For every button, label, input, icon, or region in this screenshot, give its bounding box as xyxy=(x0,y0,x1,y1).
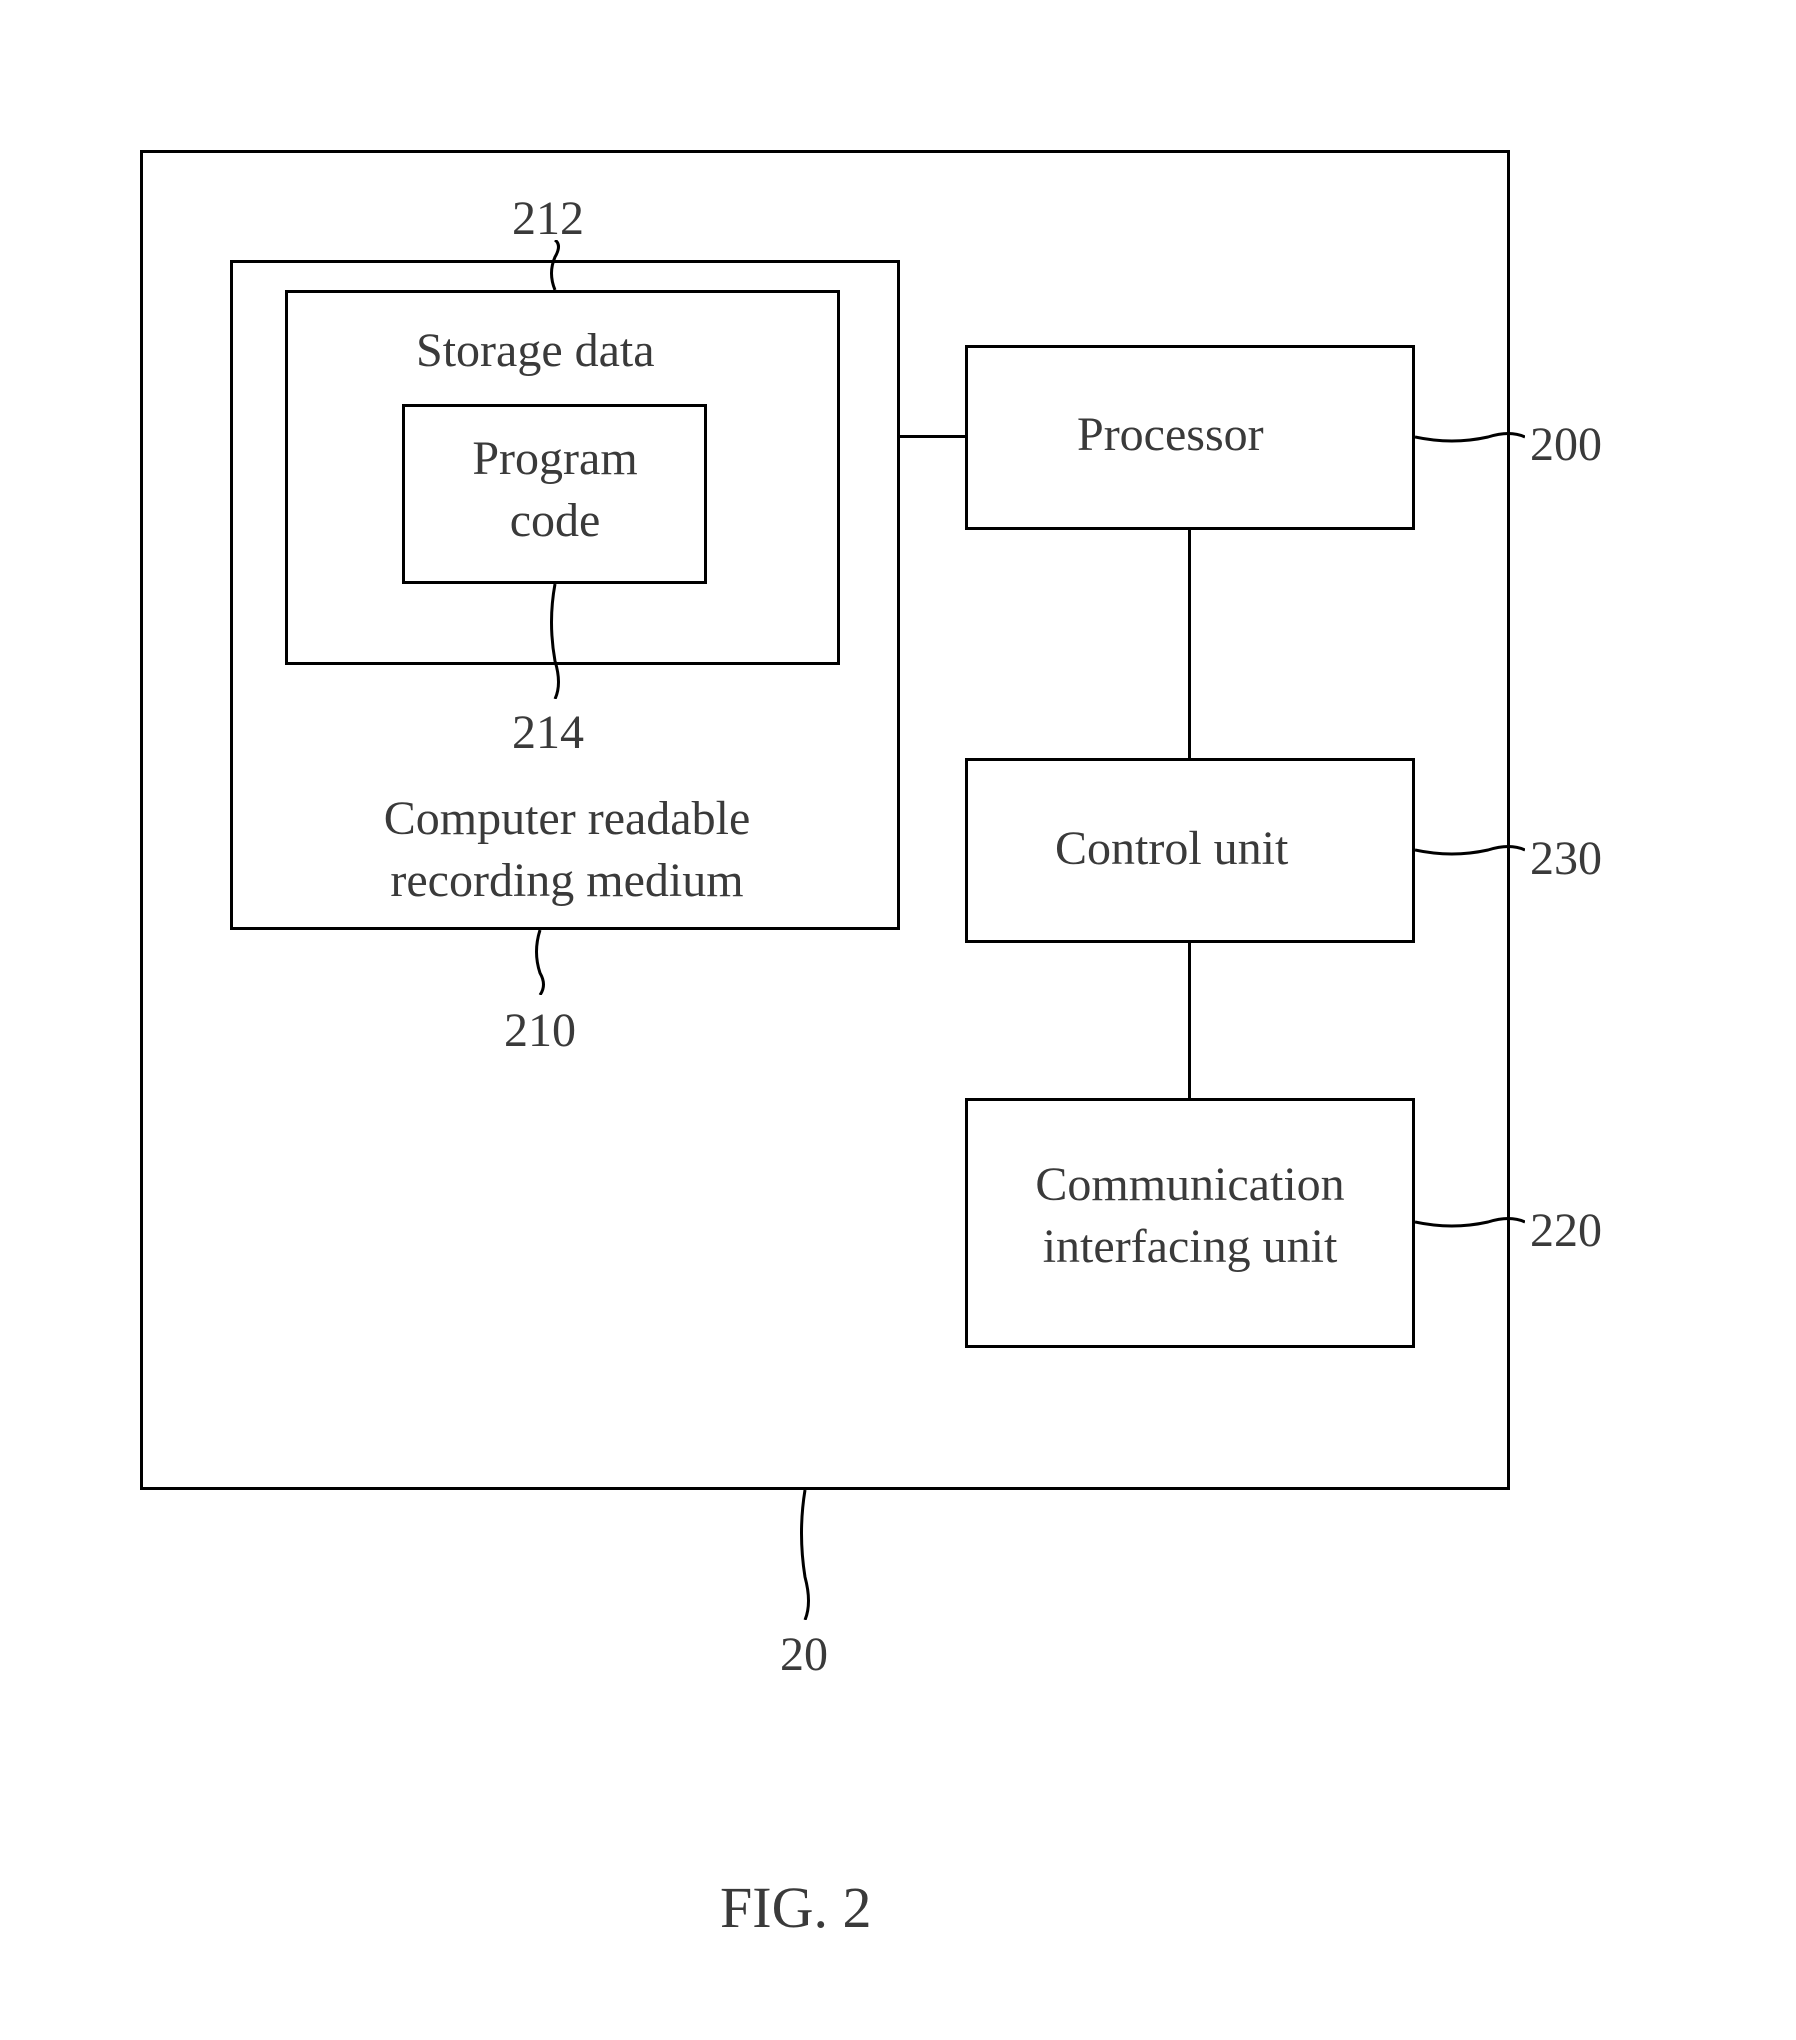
ref-214: 214 xyxy=(512,702,584,764)
figure-caption: FIG. 2 xyxy=(720,1870,871,1945)
ref-212: 212 xyxy=(512,188,584,250)
comm-label: Communication interfacing unit xyxy=(1000,1154,1380,1279)
ref-200: 200 xyxy=(1530,414,1602,476)
ref-220: 220 xyxy=(1530,1200,1602,1262)
control-label: Control unit xyxy=(1055,818,1288,880)
processor-label: Processor xyxy=(1077,404,1264,466)
connector-control-comm xyxy=(1188,943,1191,1098)
figure-canvas: Computer readable recording medium Stora… xyxy=(0,0,1796,2040)
connector-medium-processor xyxy=(900,435,965,438)
ref-230: 230 xyxy=(1530,828,1602,890)
ref-210: 210 xyxy=(504,1000,576,1062)
connector-processor-control xyxy=(1188,530,1191,758)
leader-20 xyxy=(790,1490,830,1620)
storage-label: Storage data xyxy=(416,320,655,382)
medium-label: Computer readable recording medium xyxy=(317,788,817,913)
program-label: Program code xyxy=(460,428,650,553)
ref-20: 20 xyxy=(780,1624,828,1686)
